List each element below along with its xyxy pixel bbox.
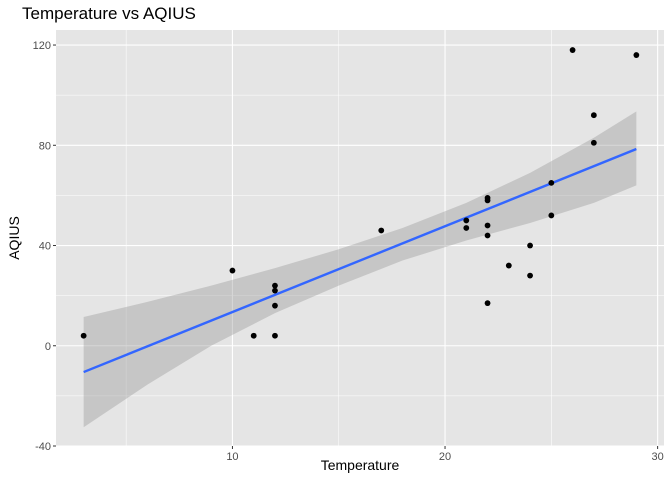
data-point (463, 217, 470, 224)
x-tick-label: 30 (651, 451, 663, 463)
y-tick-label: -40 (35, 441, 51, 453)
x-axis-ticks: 10 20 30 (226, 446, 664, 463)
data-point (527, 272, 533, 279)
x-tick-label: 20 (439, 451, 451, 463)
data-point (272, 332, 278, 339)
data-point (505, 262, 512, 269)
y-tick-label: 120 (33, 40, 51, 52)
data-point (633, 52, 640, 58)
plot-panel (56, 30, 664, 446)
major-gridlines (56, 30, 664, 447)
data-point (272, 287, 278, 294)
y-tick-label: 80 (39, 140, 51, 152)
x-tick-label: 10 (226, 451, 238, 463)
data-point (484, 222, 491, 229)
data-point (229, 267, 236, 274)
minor-gridlines (56, 30, 664, 446)
data-point (378, 227, 385, 234)
data-point (527, 242, 533, 249)
data-point (272, 302, 278, 309)
regression-line (83, 147, 637, 374)
chart-title: Temperature vs AQIUS (22, 4, 196, 23)
data-point (463, 225, 470, 231)
x-axis-title: Temperature (321, 457, 400, 473)
data-point (250, 332, 257, 339)
data-point (484, 232, 491, 239)
confidence-band (83, 111, 637, 428)
data-point (484, 197, 491, 204)
y-axis-title: AQIUS (6, 216, 22, 260)
y-axis-ticks: -40 0 40 80 120 (33, 40, 56, 453)
data-point (484, 300, 491, 307)
data-points (80, 47, 640, 339)
data-point (272, 282, 278, 289)
data-point (569, 47, 576, 53)
data-point (548, 179, 555, 186)
data-point (590, 112, 597, 119)
data-point (80, 332, 87, 339)
data-point (590, 139, 597, 146)
y-tick-label: 0 (45, 341, 51, 353)
data-point (548, 212, 555, 219)
y-tick-label: 40 (39, 241, 51, 253)
